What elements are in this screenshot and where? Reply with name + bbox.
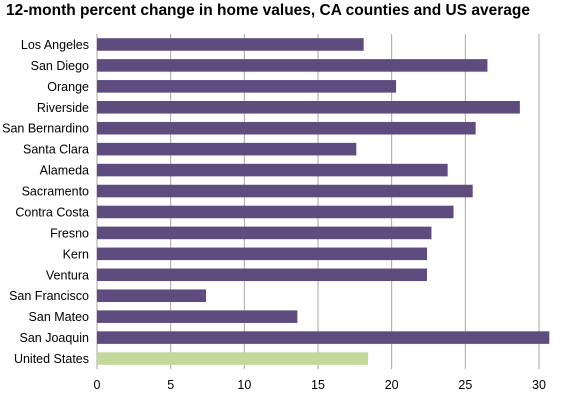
category-label-santa-clara: Santa Clara [23, 143, 89, 157]
x-tick-label-10: 10 [237, 378, 251, 392]
bar-san-joaquin [97, 331, 550, 344]
category-label-ventura: Ventura [46, 268, 89, 282]
category-label-kern: Kern [63, 247, 89, 261]
bar-alameda [97, 163, 448, 177]
x-tick-labels: 0 5 10 15 20 25 30 [94, 378, 546, 392]
bar-ventura [97, 268, 428, 282]
bar-orange [97, 80, 397, 93]
category-label-united-states: United States [14, 352, 89, 366]
category-label-san-mateo: San Mateo [29, 310, 90, 324]
bar-san-mateo [97, 310, 298, 323]
category-labels: Los Angeles San Diego Orange Riverside San B… [2, 38, 89, 366]
x-tick-label-0: 0 [94, 378, 101, 392]
x-tick-label-30: 30 [532, 378, 546, 392]
bar-sacramento [97, 184, 473, 198]
bar-san-francisco [97, 289, 207, 302]
category-label-contra-costa: Contra Costa [15, 205, 89, 219]
x-tick-label-5: 5 [167, 378, 174, 392]
category-label-alameda: Alameda [40, 164, 89, 178]
chart-title: 12-month percent change in home values, … [6, 2, 530, 19]
category-label-sacramento: Sacramento [22, 185, 89, 199]
bars [97, 38, 550, 365]
category-label-fresno: Fresno [50, 226, 89, 240]
category-label-riverside: Riverside [37, 101, 89, 115]
bar-santa-clara [97, 142, 357, 156]
category-label-san-bernardino: San Bernardino [2, 122, 89, 136]
bar-kern [97, 247, 428, 261]
x-tick-label-25: 25 [458, 378, 472, 392]
bar-san-bernardino [97, 121, 476, 135]
bar-united-states [97, 352, 369, 365]
category-label-san-joaquin: San Joaquin [19, 331, 89, 345]
category-label-san-diego: San Diego [31, 59, 89, 73]
category-label-san-francisco: San Francisco [9, 289, 89, 303]
x-tick-label-15: 15 [311, 378, 325, 392]
bar-los-angeles [97, 38, 364, 51]
x-tick-label-20: 20 [385, 378, 399, 392]
bar-riverside [97, 101, 520, 114]
bar-fresno [97, 226, 432, 240]
category-label-orange: Orange [47, 80, 89, 94]
category-label-los-angeles: Los Angeles [21, 38, 89, 52]
bar-contra-costa [97, 205, 454, 219]
bar-san-diego [97, 59, 488, 72]
